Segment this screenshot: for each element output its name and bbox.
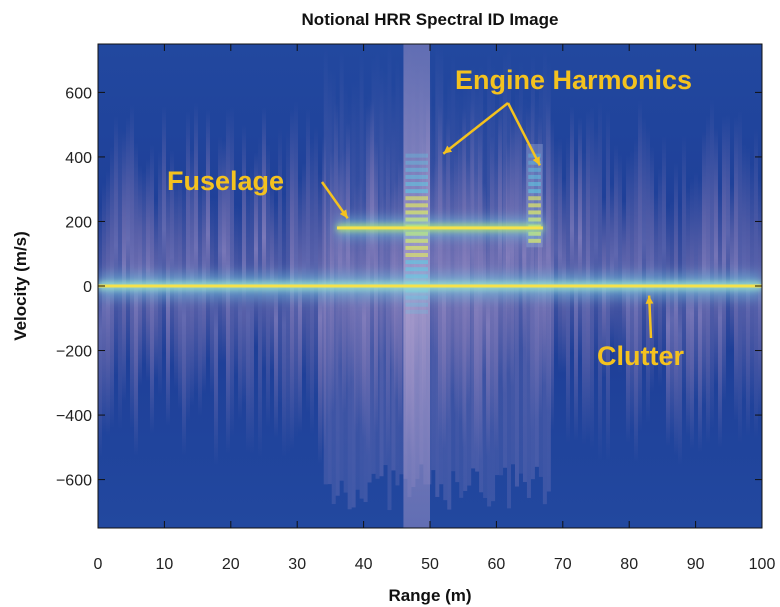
x-tick-label: 100 — [749, 556, 776, 573]
x-tick-label: 80 — [620, 556, 638, 573]
annotation-fuselage: Fuselage — [167, 166, 349, 220]
annotation-clutter: Clutter — [597, 295, 684, 371]
axis-ticks — [97, 44, 763, 528]
x-tick-label: 20 — [222, 556, 240, 573]
y-tick-label: 200 — [65, 214, 92, 231]
y-tick-labels: −600 −400 −200 0 200 400 600 — [56, 85, 92, 489]
y-tick-label: −600 — [56, 473, 92, 490]
x-axis-label: Range (m) — [388, 586, 471, 605]
y-tick-label: −200 — [56, 344, 92, 361]
x-tick-label: 40 — [355, 556, 373, 573]
chart-title: Notional HRR Spectral ID Image — [302, 10, 559, 29]
x-tick-label: 90 — [687, 556, 705, 573]
y-axis-label: Velocity (m/s) — [11, 231, 30, 341]
annotation-engine-harmonics: Engine Harmonics — [442, 65, 692, 166]
y-tick-label: 400 — [65, 150, 92, 167]
annotation-engine-harmonics-text: Engine Harmonics — [455, 65, 692, 95]
annotation-clutter-text: Clutter — [597, 341, 684, 371]
x-tick-label: 30 — [288, 556, 306, 573]
x-tick-label: 50 — [421, 556, 439, 573]
x-tick-labels: 0 10 20 30 40 50 60 70 80 90 100 — [94, 556, 776, 573]
y-tick-label: 0 — [83, 279, 92, 296]
x-tick-label: 10 — [156, 556, 174, 573]
x-tick-label: 60 — [488, 556, 506, 573]
x-tick-label: 70 — [554, 556, 572, 573]
heatmap-plot — [98, 44, 762, 528]
y-tick-label: −400 — [56, 408, 92, 425]
y-tick-label: 600 — [65, 85, 92, 102]
fuselage-return — [337, 218, 543, 237]
clutter-return — [98, 274, 762, 298]
annotations: Fuselage Engine Harmonics Clutter — [167, 65, 692, 371]
annotation-fuselage-text: Fuselage — [167, 166, 284, 196]
x-tick-label: 0 — [94, 556, 103, 573]
